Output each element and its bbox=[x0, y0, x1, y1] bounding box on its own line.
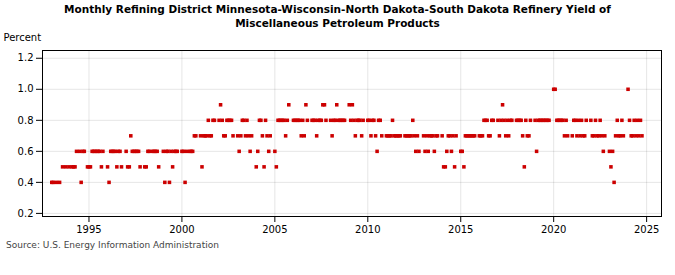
svg-text:2015: 2015 bbox=[448, 224, 473, 235]
svg-text:2025: 2025 bbox=[634, 224, 659, 235]
html-text:Source: U.S. Energy Informatio: Source: U.S. Energy Information Administ… bbox=[6, 240, 219, 251]
svg-text:0.6: 0.6 bbox=[18, 146, 34, 157]
svg-text:0.4: 0.4 bbox=[18, 177, 34, 188]
svg-text:0.2: 0.2 bbox=[18, 208, 34, 219]
svg-text:0.8: 0.8 bbox=[18, 115, 34, 126]
svg-text:1.0: 1.0 bbox=[18, 84, 34, 95]
svg-text:2005: 2005 bbox=[262, 224, 287, 235]
svg-text:2000: 2000 bbox=[169, 224, 194, 235]
svg-text:1995: 1995 bbox=[76, 224, 101, 235]
html-text:Monthly Refining District Minn: Monthly Refining District Minnesota-Wisc… bbox=[64, 3, 611, 29]
svg-text:1.2: 1.2 bbox=[18, 53, 34, 64]
svg-text:2020: 2020 bbox=[541, 224, 566, 235]
svg-text:2010: 2010 bbox=[355, 224, 380, 235]
svg-text:Percent: Percent bbox=[4, 32, 42, 43]
